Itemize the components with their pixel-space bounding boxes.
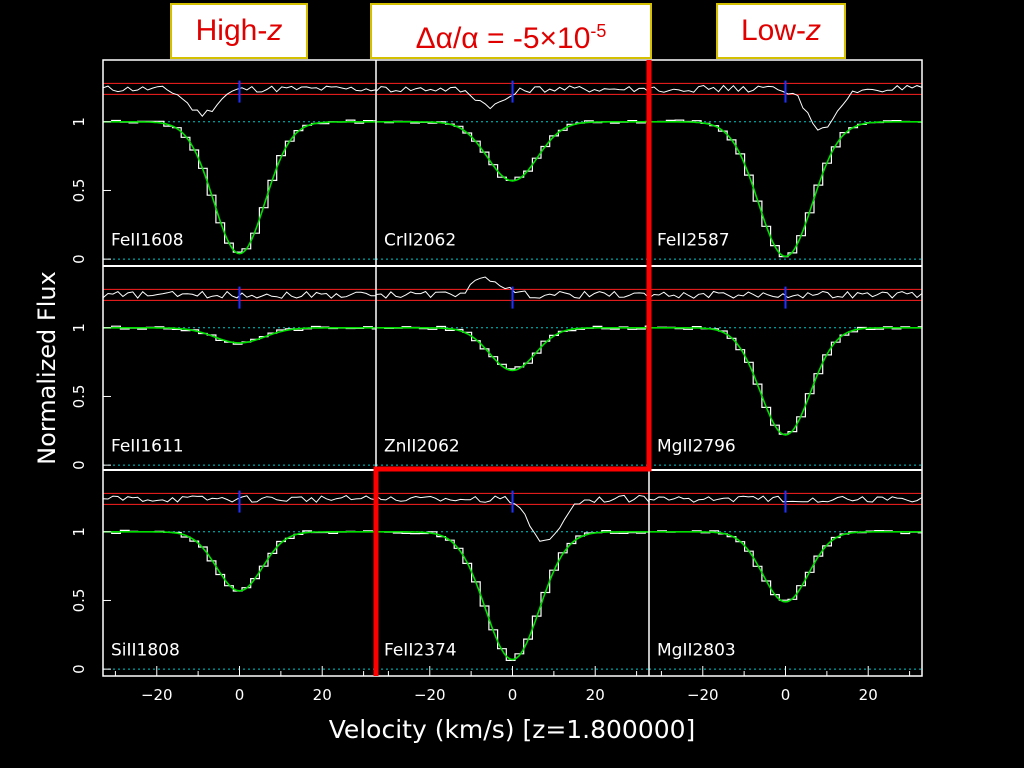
data-histogram [103, 325, 376, 345]
x-tick-label: 0 [781, 686, 791, 704]
x-tick-label: 20 [586, 686, 605, 704]
fit-curve [649, 121, 922, 258]
fit-curve [649, 531, 922, 603]
delta-alpha-label: Δα/α = -5×10-5 [370, 3, 652, 59]
panel-label: FeII1608 [111, 230, 184, 250]
x-tick-label: −20 [414, 686, 446, 704]
x-tick-label: −20 [687, 686, 719, 704]
data-histogram [103, 529, 376, 592]
y-tick-label: 1 [70, 527, 88, 537]
data-histogram [376, 530, 649, 661]
y-tick-label: 0 [70, 664, 88, 674]
fit-curve [103, 531, 376, 592]
x-tick-label: −20 [141, 686, 173, 704]
y-tick-label: 0 [70, 254, 88, 264]
x-axis-title: Velocity (km/s) [z=1.800000] [329, 715, 696, 744]
fit-curve [649, 327, 922, 436]
y-tick-label: 0.5 [70, 179, 88, 203]
panel-label: MgII2803 [657, 640, 736, 660]
x-tick-label: 20 [313, 686, 332, 704]
data-histogram [376, 120, 649, 181]
panel-label: MgII2796 [657, 436, 736, 456]
panel-label: SiII1808 [111, 640, 180, 660]
y-tick-label: 0.5 [70, 589, 88, 613]
fit-curve [103, 327, 376, 344]
high-z-label: High-z [170, 3, 308, 59]
panel-label: FeII1611 [111, 436, 184, 456]
y-tick-label: 1 [70, 117, 88, 127]
x-tick-label: 0 [508, 686, 518, 704]
x-tick-label: 0 [235, 686, 245, 704]
data-histogram [376, 325, 649, 370]
y-axis-title: Normalized Flux [33, 271, 61, 465]
y-tick-label: 0.5 [70, 385, 88, 409]
plot-frame [102, 59, 923, 677]
redshift-divider [373, 60, 652, 676]
data-histogram [649, 530, 922, 601]
panel-label: ZnII2062 [384, 436, 460, 456]
fit-curve [376, 121, 649, 182]
fit-curve [103, 121, 376, 255]
fit-curve [376, 531, 649, 661]
y-tick-label: 1 [70, 323, 88, 333]
panel-label: CrII2062 [384, 230, 456, 250]
fit-curve [376, 327, 649, 372]
data-histogram [649, 326, 922, 435]
y-tick-label: 0 [70, 460, 88, 470]
panel-label: FeII2374 [384, 640, 457, 660]
panel-label: FeII2587 [657, 230, 730, 250]
low-z-label: Low-z [716, 3, 846, 59]
x-tick-label: 20 [859, 686, 878, 704]
